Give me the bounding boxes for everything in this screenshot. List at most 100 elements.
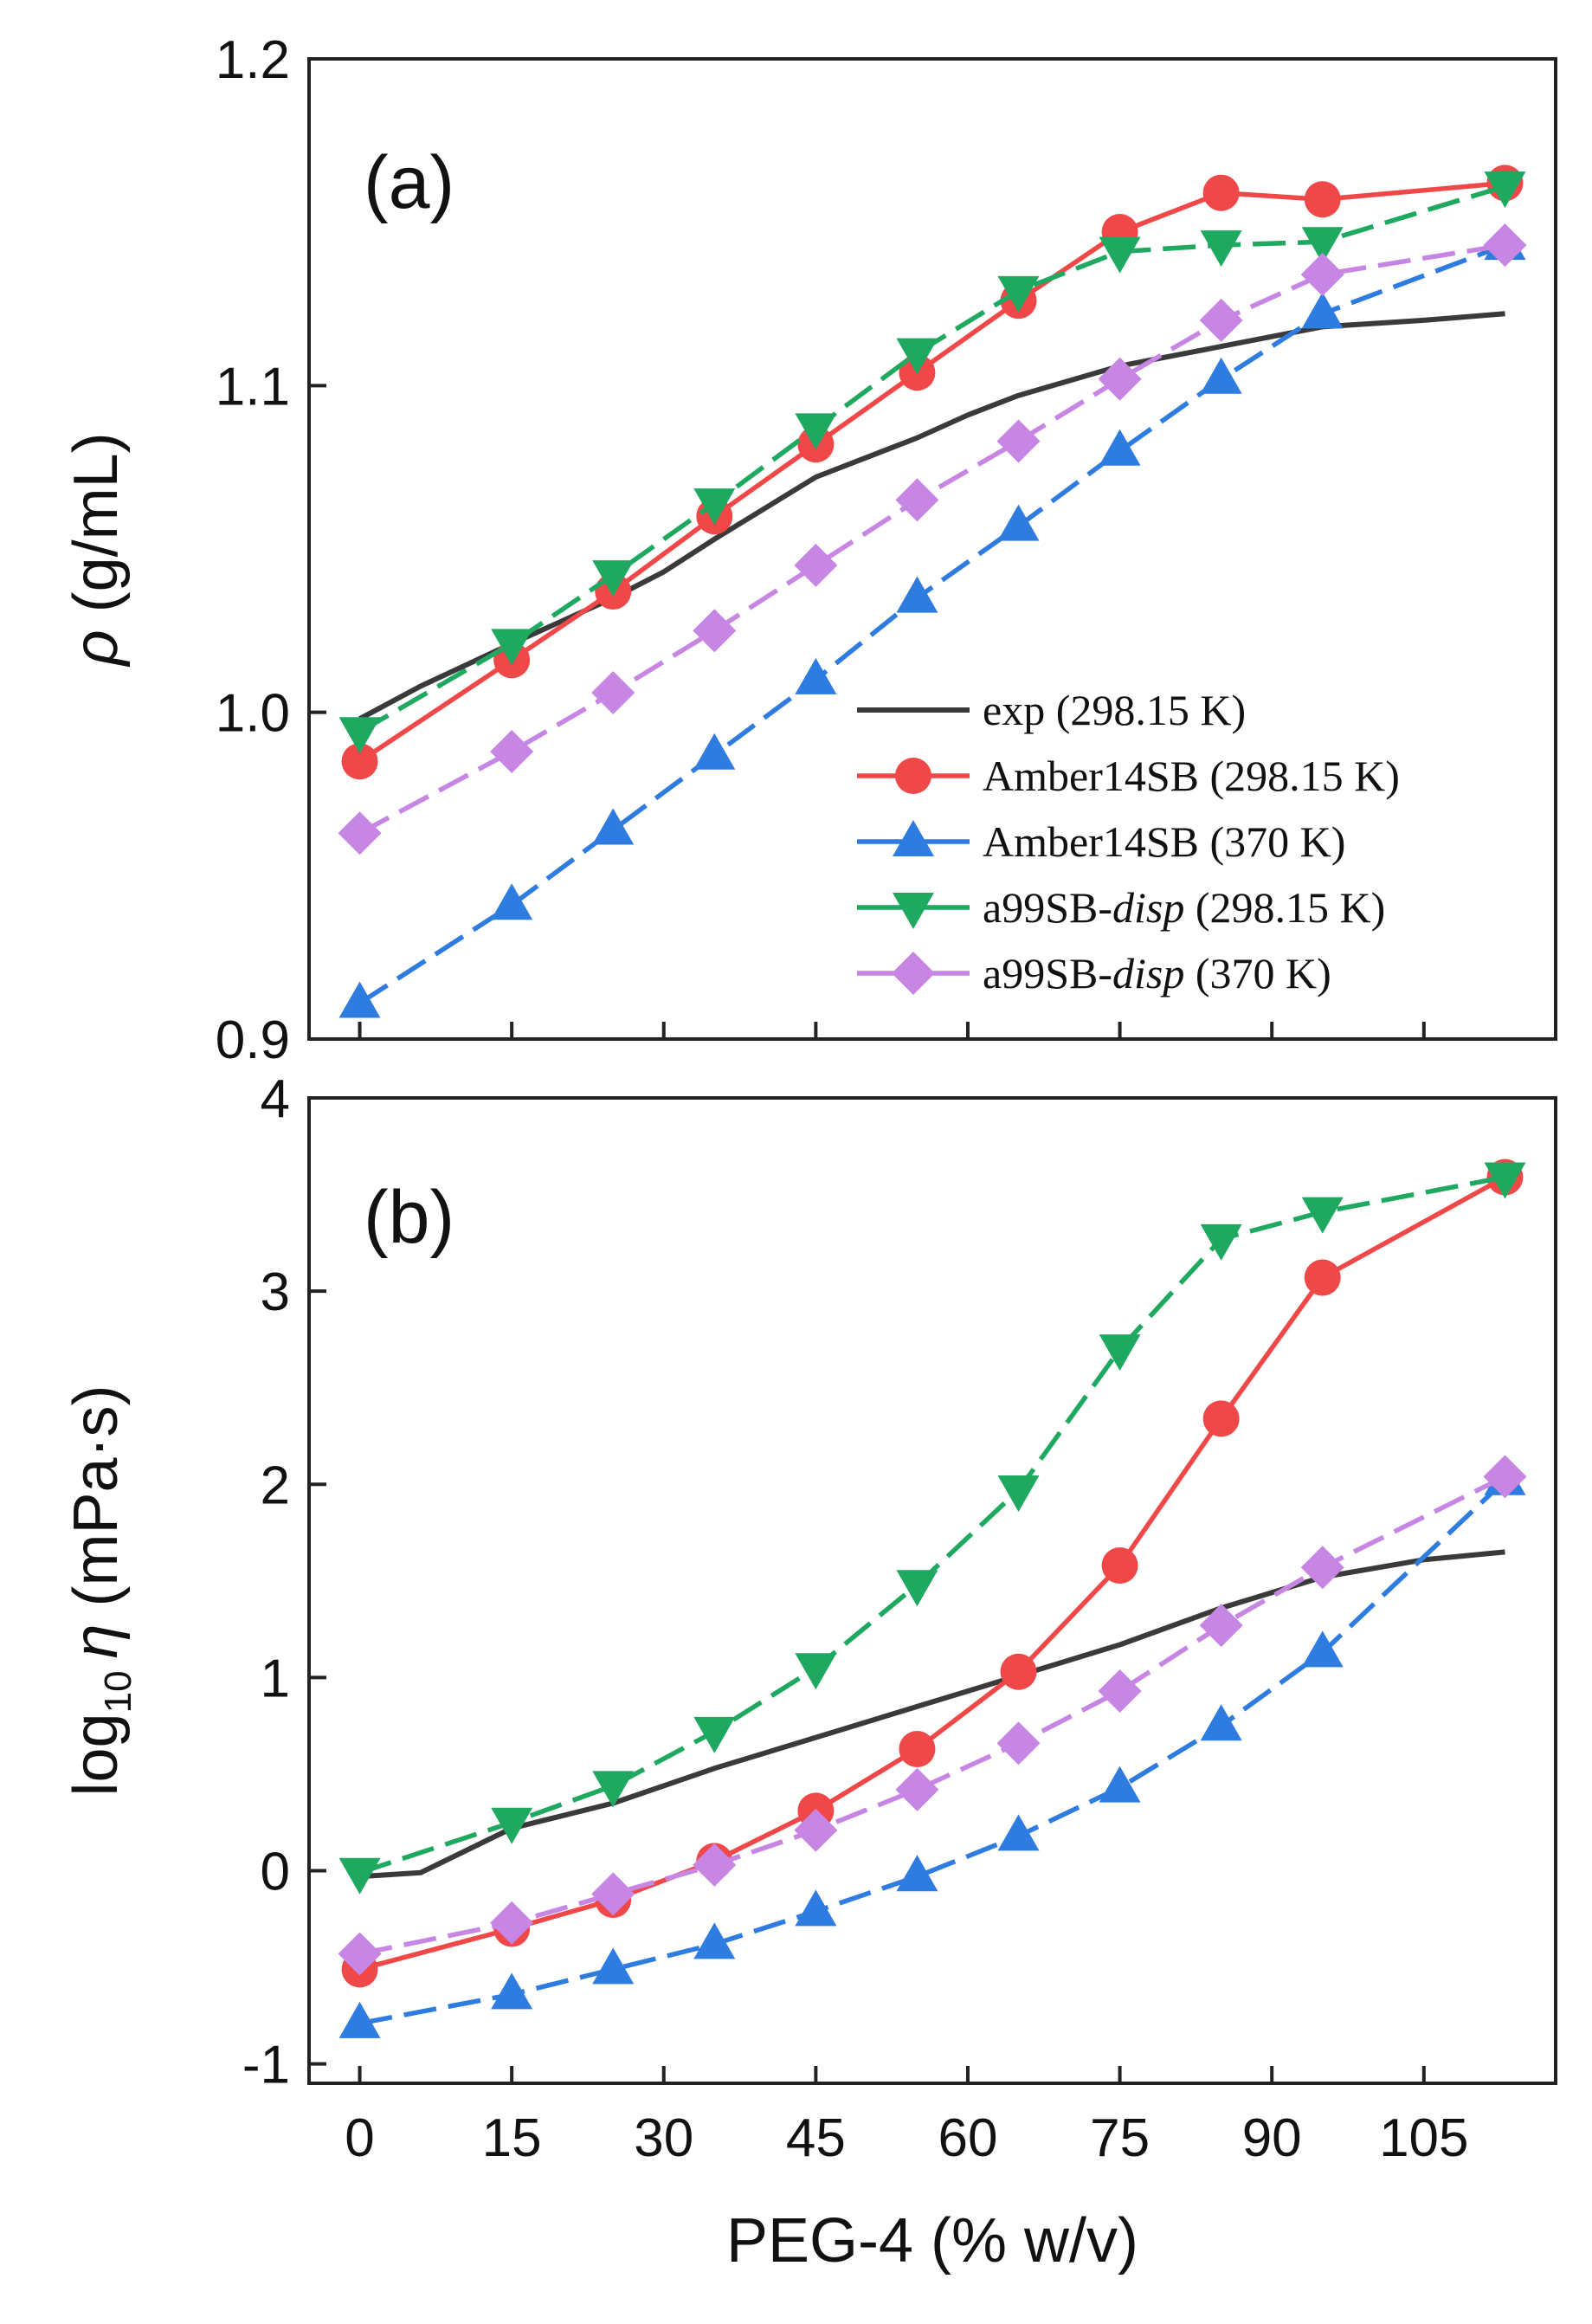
data-point-amber_298 — [1304, 1259, 1341, 1296]
legend-entry-amber_298: Amber14SB (298.15 K) — [857, 752, 1400, 800]
data-point-disp_370 — [490, 729, 534, 773]
y-tick-label: 4 — [261, 1069, 290, 1129]
data-point-disp_298 — [1200, 230, 1242, 268]
data-point-disp_370 — [1483, 1455, 1527, 1499]
data-point-amber_370 — [592, 808, 635, 845]
data-point-amber_298 — [1202, 174, 1240, 211]
data-point-disp_370 — [693, 1843, 737, 1887]
data-point-amber_298 — [341, 743, 378, 780]
legend-label-disp_370: a99SB-disp (370 K) — [983, 949, 1331, 997]
y-tick-label: 3 — [261, 1262, 290, 1322]
data-point-disp_370 — [338, 811, 382, 855]
series-disp_298 — [338, 1162, 1526, 1895]
legend-marker-amber_298 — [895, 758, 931, 794]
data-point-disp_370 — [591, 671, 635, 715]
y-tick-label: 1.0 — [216, 684, 290, 744]
data-point-disp_298 — [997, 1475, 1040, 1512]
data-point-amber_298 — [1101, 1546, 1138, 1584]
data-point-disp_298 — [1099, 1334, 1141, 1372]
legend: exp (298.15 K) Amber14SB (298.15 K) Amber1… — [857, 686, 1400, 997]
x-tick-label: 90 — [1242, 2108, 1302, 2168]
data-point-amber_370 — [1200, 1704, 1242, 1741]
legend-marker-amber_370 — [893, 820, 934, 856]
data-point-amber_370 — [1301, 1630, 1344, 1668]
series-line-disp_370 — [358, 1474, 1506, 1957]
data-point-disp_298 — [693, 488, 736, 526]
legend-label-exp_298: exp (298.15 K) — [983, 686, 1246, 734]
data-point-disp_370 — [996, 1721, 1041, 1766]
data-point-disp_298 — [592, 560, 635, 597]
data-point-disp_370 — [1300, 1546, 1344, 1590]
x-tick-label: 30 — [634, 2108, 693, 2168]
data-point-disp_370 — [794, 543, 838, 587]
x-tick-label: 60 — [938, 2108, 997, 2168]
data-point-disp_298 — [896, 338, 938, 375]
series-amber_370 — [338, 223, 1526, 1018]
y-tick-label: 0 — [261, 1843, 290, 1902]
panel-b-y-unit: (mPa·s) — [61, 1385, 131, 1624]
log-subscript: 10 — [97, 1670, 139, 1713]
legend-label-disp_298: a99SB-disp (298.15 K) — [983, 883, 1385, 932]
data-point-disp_370 — [1199, 298, 1243, 342]
data-point-amber_370 — [896, 1855, 938, 1892]
data-point-disp_298 — [338, 717, 381, 754]
data-point-disp_370 — [895, 478, 939, 522]
data-point-disp_370 — [338, 1932, 382, 1976]
panel-b-ticks: -1 0 1 2 3 4 — [242, 1069, 1426, 2095]
data-point-amber_370 — [693, 733, 736, 770]
data-point-disp_370 — [895, 1767, 939, 1811]
data-point-disp_298 — [795, 1653, 837, 1690]
series-amber_298 — [341, 165, 1524, 780]
data-point-disp_370 — [1098, 357, 1142, 401]
series-line-disp_298 — [358, 184, 1506, 734]
data-point-disp_298 — [795, 413, 837, 450]
data-point-disp_298 — [997, 275, 1040, 313]
x-tick-labels: 0 15 30 45 60 75 90 105 — [345, 2108, 1468, 2168]
data-point-amber_298 — [1202, 1400, 1240, 1437]
panel-b: -1 0 1 2 3 4 (b) log10 η (mPa·s) — [61, 1069, 1557, 2095]
rho-symbol: ρ — [61, 629, 131, 667]
x-tick-label: 75 — [1090, 2108, 1150, 2168]
data-point-amber_370 — [1099, 429, 1141, 466]
y-tick-label: -1 — [242, 2036, 290, 2095]
data-point-amber_370 — [795, 1889, 837, 1927]
y-tick-label: 2 — [261, 1456, 290, 1515]
data-point-amber_370 — [338, 2001, 381, 2038]
data-point-disp_298 — [1200, 1223, 1242, 1261]
data-point-disp_298 — [491, 1807, 533, 1844]
data-point-disp_298 — [1484, 1162, 1526, 1199]
data-point-amber_370 — [1099, 1766, 1141, 1803]
series-disp_370 — [338, 1455, 1527, 1976]
panel-a-series — [338, 165, 1527, 1018]
y-tick-label: 0.9 — [216, 1010, 290, 1070]
panel-a-frame — [307, 57, 1557, 1041]
legend-entry-disp_370: a99SB-disp (370 K) — [857, 949, 1331, 997]
data-point-amber_370 — [896, 576, 938, 613]
data-point-disp_298 — [1484, 171, 1526, 209]
legend-entry-amber_370: Amber14SB (370 K) — [857, 817, 1345, 866]
data-point-amber_370 — [592, 1947, 635, 1985]
legend-label-amber_298: Amber14SB (298.15 K) — [983, 752, 1400, 800]
data-point-disp_298 — [896, 1570, 938, 1607]
data-point-amber_370 — [997, 1814, 1040, 1851]
data-point-amber_370 — [795, 657, 837, 694]
panel-b-frame — [307, 1096, 1557, 2085]
data-point-amber_370 — [1301, 292, 1344, 329]
legend-entry-exp_298: exp (298.15 K) — [857, 686, 1246, 734]
data-point-disp_370 — [591, 1872, 635, 1916]
x-tick-label: 15 — [482, 2108, 542, 2168]
data-point-amber_370 — [997, 504, 1040, 541]
x-axis-title: PEG-4 (% w/v) — [726, 2206, 1138, 2276]
data-point-amber_370 — [491, 1972, 533, 2010]
data-point-disp_298 — [1301, 227, 1344, 264]
panel-b-series — [338, 1159, 1527, 2038]
data-point-amber_370 — [491, 883, 533, 920]
series-line-disp_370 — [358, 242, 1505, 836]
data-point-disp_370 — [490, 1901, 534, 1945]
data-point-amber_298 — [899, 1730, 936, 1767]
data-point-disp_370 — [996, 419, 1041, 463]
y-tick-label: 1.2 — [216, 30, 290, 90]
data-point-disp_370 — [693, 609, 737, 653]
data-point-disp_370 — [1199, 1604, 1243, 1648]
